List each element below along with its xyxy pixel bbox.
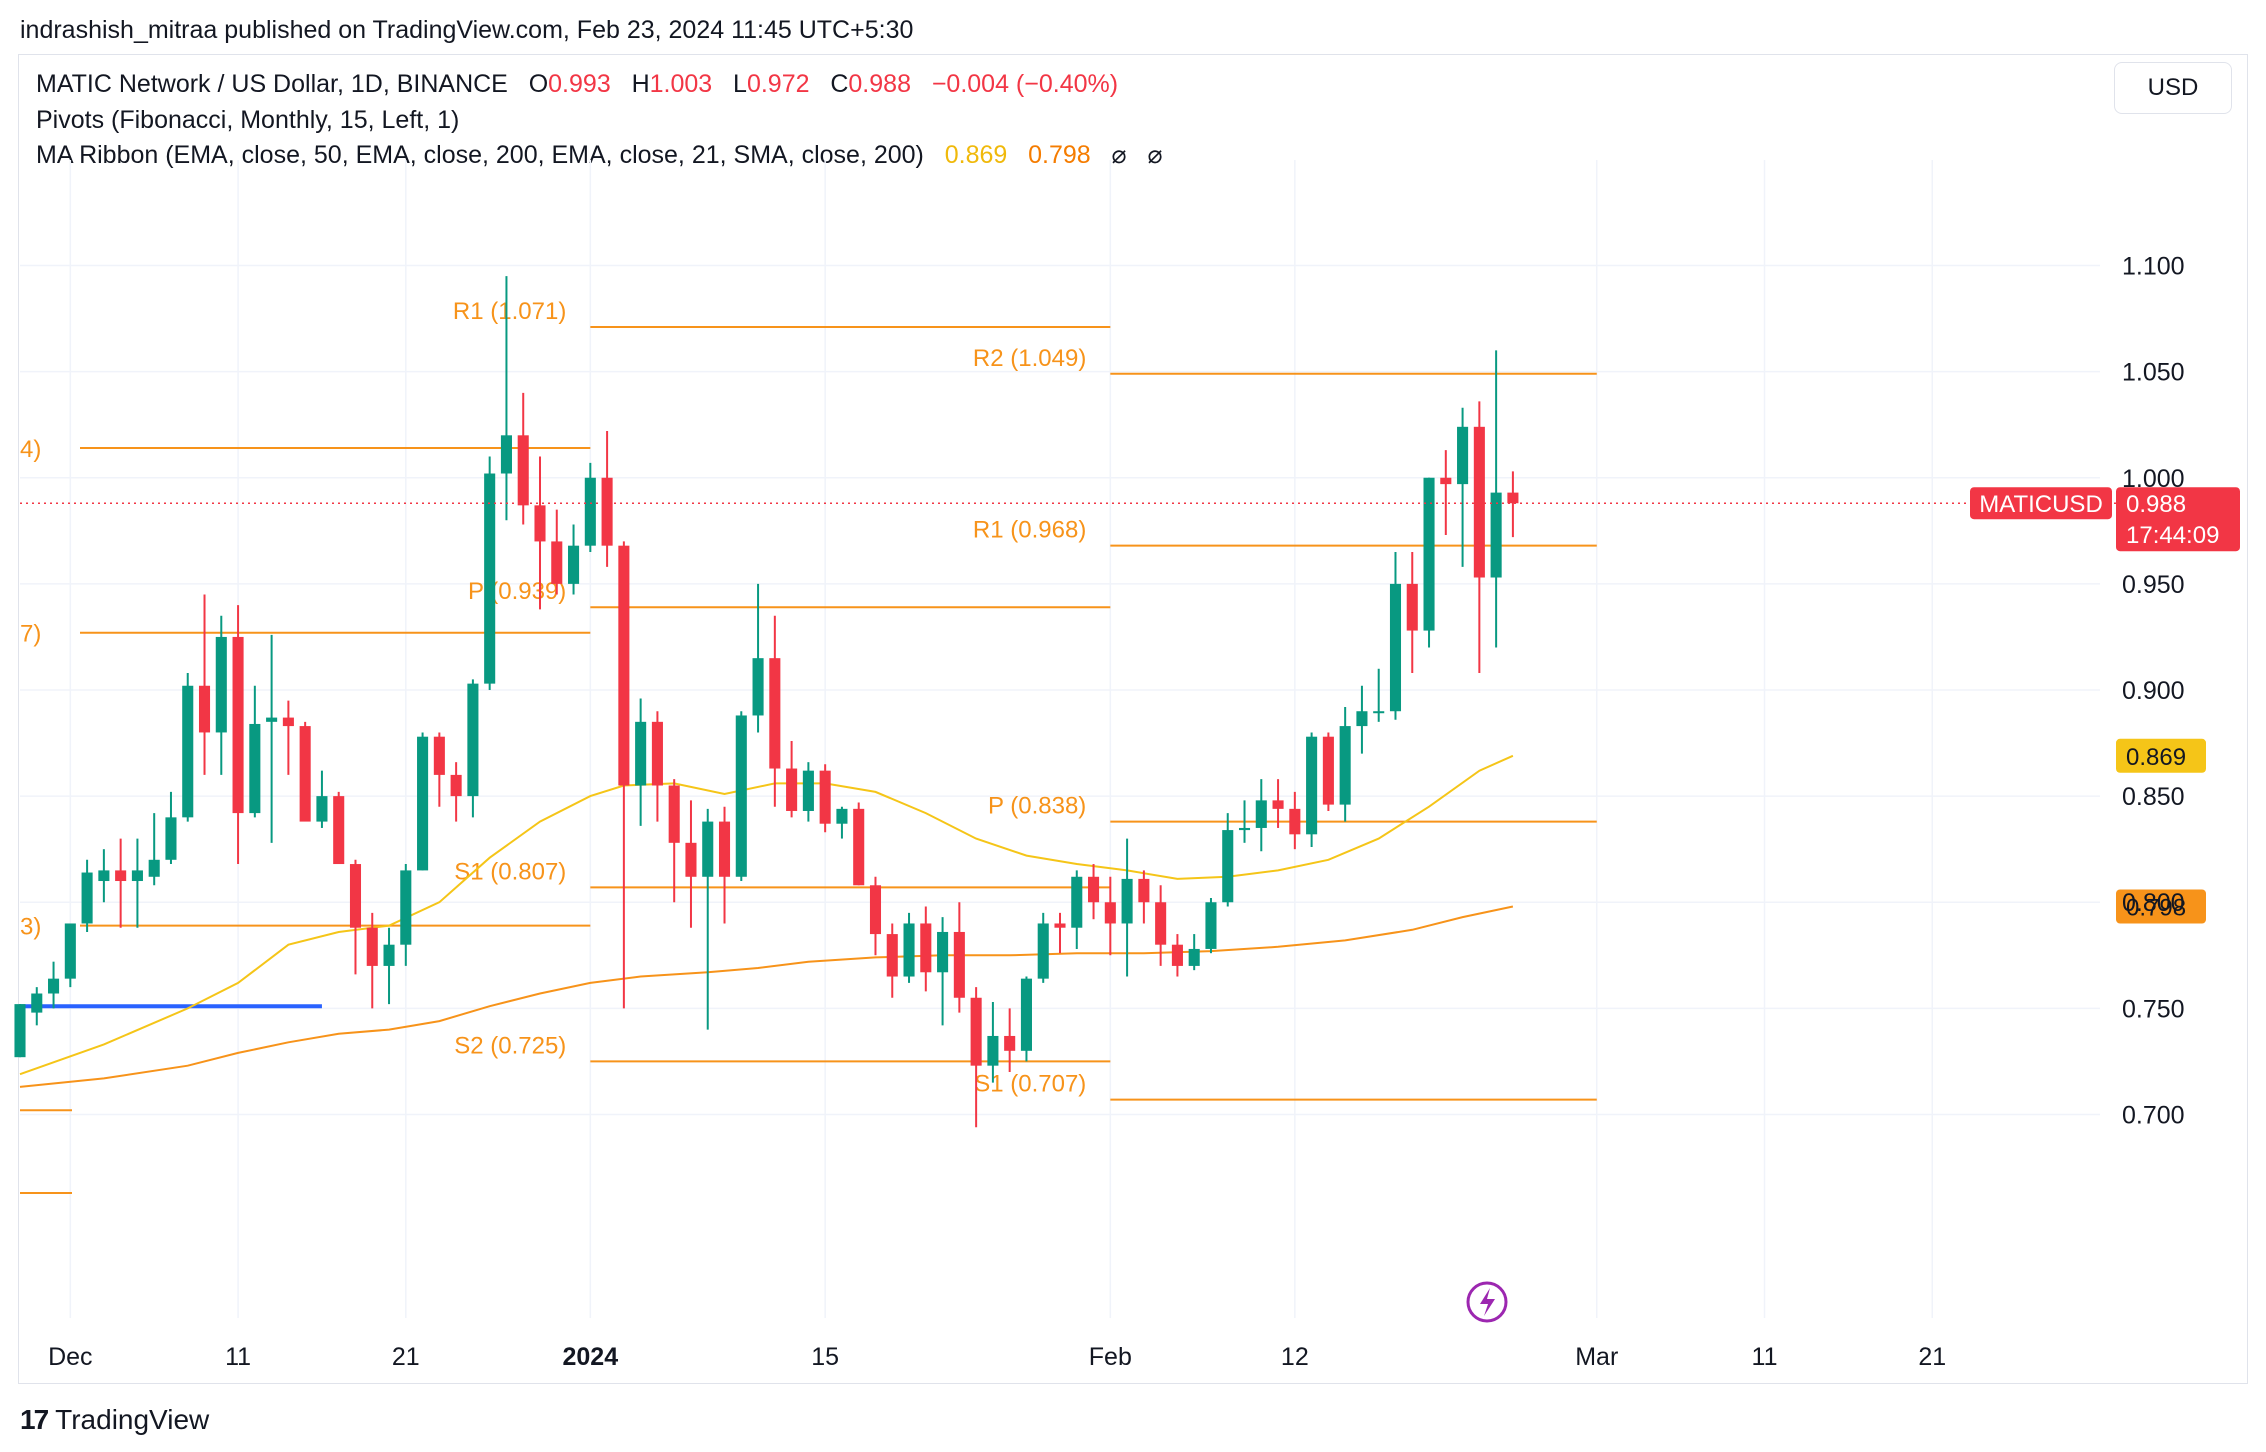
open-label: O (528, 70, 549, 98)
close-value: 0.988 (848, 70, 911, 98)
ma-ribbon-indicator-label[interactable]: MA Ribbon (EMA, close, 50, EMA, close, 2… (36, 141, 924, 169)
tradingview-mark-icon: 17 (20, 1404, 49, 1435)
close-label: C (830, 70, 849, 98)
tradingview-logo[interactable]: 17 TradingView (20, 1404, 209, 1436)
symbol-description[interactable]: MATIC Network / US Dollar, 1D, BINANCE (36, 70, 508, 98)
pivots-indicator-label[interactable]: Pivots (Fibonacci, Monthly, 15, Left, 1) (36, 106, 460, 134)
low-value: 0.972 (746, 70, 810, 98)
legend-ma-ribbon-row: MA Ribbon (EMA, close, 50, EMA, close, 2… (36, 140, 1163, 170)
open-value: 0.993 (548, 70, 611, 98)
ma-ribbon-value-2: 0.798 (1028, 141, 1091, 169)
high-label: H (631, 70, 650, 98)
low-label: L (733, 70, 747, 98)
ma-ribbon-value-1: 0.869 (944, 141, 1008, 169)
ma-ribbon-na-1: ⌀ (1111, 141, 1127, 169)
currency-button[interactable]: USD (2114, 62, 2232, 114)
legend-ohlc-row: MATIC Network / US Dollar, 1D, BINANCE O… (36, 70, 1118, 99)
high-value: 1.003 (649, 70, 713, 98)
tradingview-brand: TradingView (55, 1404, 210, 1435)
change-value: −0.004 (−0.40%) (931, 70, 1119, 98)
chart-frame (18, 54, 2248, 1384)
publisher-line: indrashish_mitraa published on TradingVi… (20, 16, 914, 44)
ma-ribbon-na-2: ⌀ (1147, 141, 1163, 169)
legend-pivots-row: Pivots (Fibonacci, Monthly, 15, Left, 1) (36, 106, 459, 135)
